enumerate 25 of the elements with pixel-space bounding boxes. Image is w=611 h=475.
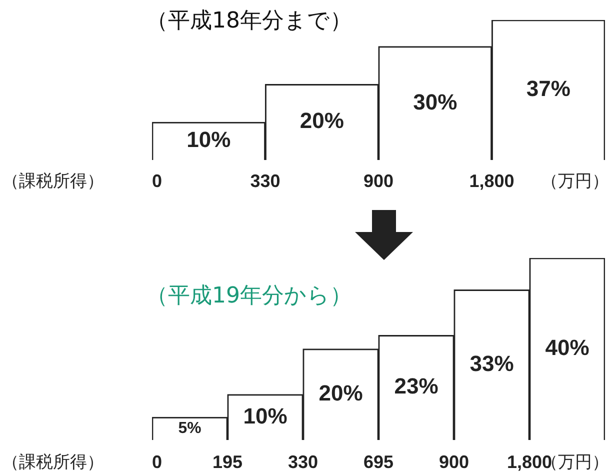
text: 1,800 [469, 170, 514, 191]
text: 330 [288, 452, 318, 472]
data-label: 5% [178, 420, 202, 438]
chart-title: （平成18年分まで） [146, 8, 352, 34]
data-label: 20% [318, 380, 363, 406]
text: （課税所得） [2, 171, 104, 192]
text: 0 [152, 170, 162, 191]
data-label: 30% [413, 89, 458, 114]
text: 900 [363, 170, 394, 191]
data-label: 23% [394, 374, 438, 399]
text: 900 [438, 452, 470, 472]
text: 0 [152, 452, 162, 472]
text: 330 [250, 170, 280, 191]
text: 195 [212, 452, 243, 472]
text: （平成19年分から） [146, 284, 352, 309]
data-label: 20% [300, 108, 344, 134]
data-label: 40% [545, 335, 590, 360]
data-label: 10% [243, 403, 288, 428]
data-label: 33% [470, 350, 514, 376]
data-label: 37% [526, 76, 570, 102]
text: （課税所得） [2, 452, 104, 472]
text: 1,800 [506, 452, 552, 472]
text: 695 [363, 452, 394, 472]
text: （万円） [541, 171, 609, 192]
data-label: 10% [186, 127, 231, 152]
